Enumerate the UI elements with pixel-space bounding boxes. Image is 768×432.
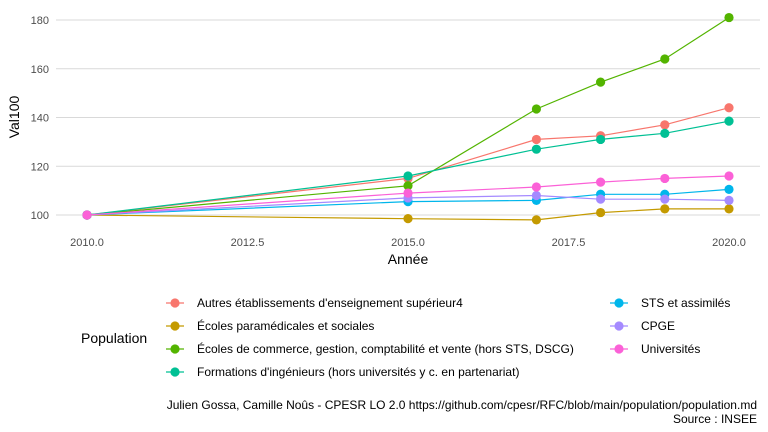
x-tick-label: 2012.5 — [231, 237, 265, 249]
data-point — [403, 214, 413, 224]
legend-key-point — [170, 367, 180, 377]
data-point — [596, 177, 606, 187]
legend-label: Formations d'ingénieurs (hors université… — [197, 365, 519, 379]
caption-credit: Julien Gossa, Camille Noûs - CPESR LO 2.… — [167, 398, 757, 412]
data-point — [724, 195, 734, 205]
data-point — [660, 204, 670, 214]
x-tick-label: 2010.0 — [70, 237, 104, 249]
data-point — [596, 207, 606, 218]
y-tick-label: 120 — [31, 161, 49, 173]
legend-key-point — [170, 298, 180, 308]
data-point — [724, 184, 734, 195]
data-point — [531, 190, 542, 201]
legend-label: CPGE — [641, 319, 675, 333]
y-tick-label: 100 — [31, 210, 49, 222]
data-point — [403, 188, 413, 198]
y-tick-label: 140 — [31, 113, 49, 125]
caption-source: Source : INSEE — [673, 412, 757, 426]
y-axis-title: Val100 — [6, 96, 22, 139]
x-tick-label: 2015.0 — [391, 237, 425, 249]
legend-label: Écoles de commerce, gestion, comptabilit… — [197, 341, 574, 356]
legend-key-point — [170, 321, 180, 331]
data-point — [660, 120, 670, 130]
legend-label: Écoles paramédicales et sociales — [197, 318, 374, 333]
data-point — [660, 173, 670, 184]
x-axis-title: Année — [388, 251, 429, 267]
y-tick-label: 160 — [31, 64, 49, 76]
legend-label: STS et assimilés — [641, 296, 730, 310]
data-point — [596, 77, 606, 87]
y-tick-label: 180 — [31, 15, 49, 27]
legend-key-point — [614, 344, 624, 354]
data-point — [724, 171, 734, 181]
data-point — [724, 204, 734, 214]
series-line — [86, 194, 730, 216]
data-point — [531, 134, 542, 145]
y-axis-ticks: 100 120 140 160 180 — [31, 15, 49, 222]
data-point — [660, 194, 670, 204]
x-tick-label: 2017.5 — [552, 237, 586, 249]
series-points — [82, 12, 734, 225]
series-line — [86, 120, 730, 216]
series-line — [86, 107, 730, 216]
x-axis-ticks: 2010.0 2012.5 2015.0 2017.5 2020.0 — [70, 237, 746, 249]
data-point — [660, 54, 670, 64]
series-lines — [86, 17, 730, 221]
data-point — [531, 104, 542, 114]
series-line — [86, 208, 729, 221]
legend: Autres établissements d'enseignement sup… — [166, 296, 730, 379]
data-point — [596, 134, 606, 145]
legend-key-point — [170, 344, 180, 354]
legend-label: Autres établissements d'enseignement sup… — [197, 296, 463, 310]
data-point — [660, 128, 670, 138]
legend-key-point — [614, 321, 624, 331]
data-point — [531, 215, 542, 225]
legend-key-point — [614, 298, 624, 308]
x-tick-label: 2020.0 — [712, 237, 746, 249]
data-point — [724, 103, 734, 113]
gridlines — [56, 19, 760, 216]
data-point — [403, 171, 413, 181]
data-point — [724, 116, 734, 126]
data-point — [531, 182, 542, 192]
legend-title: Population — [81, 330, 147, 346]
data-point — [596, 194, 606, 204]
legend-label: Universités — [641, 342, 700, 356]
data-point — [724, 12, 734, 23]
data-point — [82, 210, 92, 220]
series-line — [86, 175, 730, 216]
data-point — [531, 144, 542, 154]
data-point — [403, 181, 413, 191]
series-line — [86, 17, 730, 216]
